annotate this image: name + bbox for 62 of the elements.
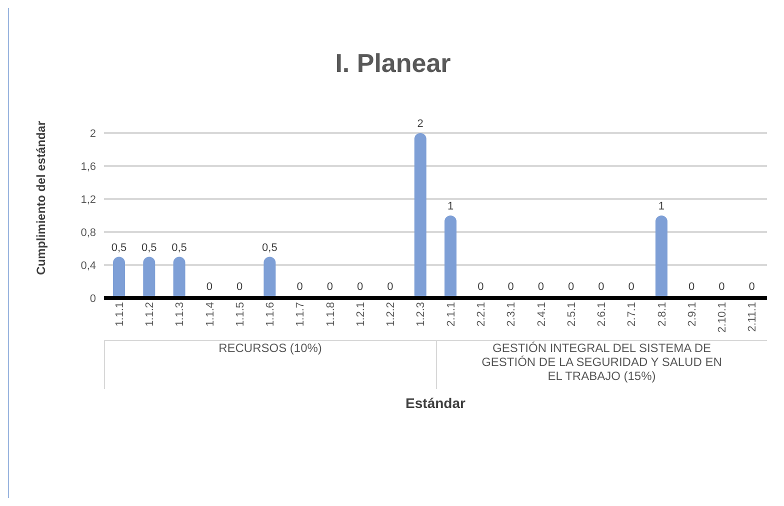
data-label: 0 xyxy=(387,281,394,293)
x-tick-label: 1.1.6 xyxy=(264,302,277,326)
x-axis-title: Estándar xyxy=(406,395,466,411)
data-label: 0,5 xyxy=(141,242,157,254)
x-tick-label: 2.9.1 xyxy=(686,302,698,326)
x-tick-label: 2.3.1 xyxy=(506,302,518,326)
x-tick-label: 1.1.4 xyxy=(204,302,216,326)
y-tick-label: 1,2 xyxy=(80,194,96,206)
x-tick-label: 2.6.1 xyxy=(596,302,608,326)
x-tick-label: 1.1.3 xyxy=(174,302,186,326)
data-label: 0 xyxy=(478,281,484,293)
data-label: 1 xyxy=(658,200,665,212)
data-label: 0 xyxy=(718,281,725,293)
x-tick-label: 1.1.8 xyxy=(324,302,337,326)
data-label: 0 xyxy=(598,281,604,293)
data-label: 0,5 xyxy=(111,242,127,254)
data-label: 0 xyxy=(688,281,695,293)
y-tick-label: 0 xyxy=(90,292,96,305)
y-tick-label: 0,4 xyxy=(80,260,96,272)
x-tick-label: 2.4.1 xyxy=(536,302,548,326)
y-tick-label: 1,6 xyxy=(80,160,96,173)
x-tick-label: 1.2.1 xyxy=(354,302,367,326)
data-label: 2 xyxy=(417,118,424,130)
x-tick-label: 1.1.2 xyxy=(144,302,156,326)
bar xyxy=(113,256,125,298)
x-tick-label: 2.2.1 xyxy=(476,302,488,326)
x-tick-label: 2.10.1 xyxy=(716,302,729,333)
data-label: 0 xyxy=(236,281,243,293)
data-label: 0 xyxy=(568,281,574,293)
data-label: 0 xyxy=(357,281,364,293)
data-label: 0 xyxy=(206,281,212,293)
data-label: 0,5 xyxy=(262,242,278,254)
data-label: 0 xyxy=(628,281,634,293)
text: GESTIÓN INTEGRAL DEL SISTEMA DE GESTIÓN DE LA SEGURIDAD Y SALUD EN EL TRABAJO (15%) xyxy=(436,341,767,389)
x-tick-label: 1.1.7 xyxy=(294,302,307,326)
bar xyxy=(264,256,276,298)
text: RECURSOS (10%) xyxy=(104,341,436,389)
x-tick-label: 2.5.1 xyxy=(566,302,578,326)
y-tick-label: 2 xyxy=(90,128,96,140)
x-tick-label: 1.1.1 xyxy=(114,302,126,326)
bar xyxy=(143,256,156,298)
chart-title: I. Planear xyxy=(334,47,452,80)
bar xyxy=(444,216,456,298)
data-label: 0 xyxy=(296,281,303,293)
bar xyxy=(655,216,668,298)
x-tick-label: 2.8.1 xyxy=(656,302,668,326)
x-tick-label: 2.7.1 xyxy=(626,302,638,326)
y-axis-title: Cumplimiento del estándar xyxy=(34,120,48,276)
x-tick-label: 1.1.5 xyxy=(234,302,246,326)
x-tick-label: 1.2.2 xyxy=(385,302,398,326)
x-tick-label: 2.11.1 xyxy=(746,302,759,332)
data-label: 1 xyxy=(447,200,454,212)
data-label: 0,5 xyxy=(172,242,187,254)
y-tick-label: 0,8 xyxy=(80,226,96,239)
bar xyxy=(414,133,426,298)
data-label: 0 xyxy=(748,281,755,293)
data-label: 0 xyxy=(538,281,544,293)
x-tick-label: 2.1.1 xyxy=(445,302,458,326)
x-tick-label: 1.2.3 xyxy=(415,302,428,326)
data-label: 0 xyxy=(508,281,514,293)
bar xyxy=(173,256,186,298)
data-label: 0 xyxy=(326,281,334,293)
